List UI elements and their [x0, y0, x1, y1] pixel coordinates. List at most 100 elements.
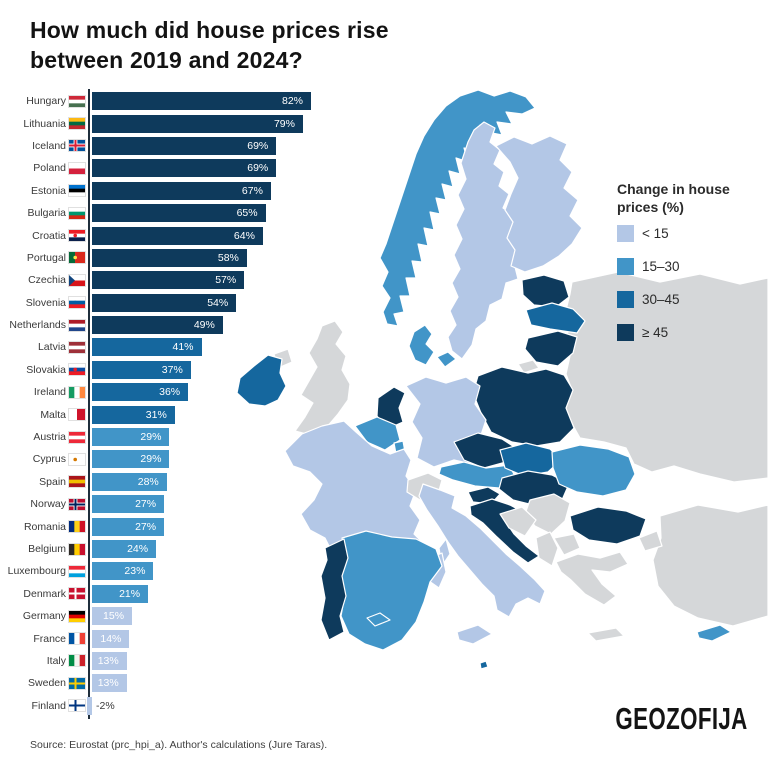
- value-bar: [92, 271, 245, 290]
- flag-poland-icon: [68, 161, 86, 175]
- map-region-latvia: [525, 302, 586, 334]
- bar-track: 21%: [90, 583, 334, 605]
- country-label: Spain: [39, 475, 66, 488]
- country-label: Denmark: [23, 587, 66, 600]
- bar-track: 29%: [90, 426, 334, 448]
- country-label: Cyprus: [32, 453, 66, 466]
- flag-austria-icon: [68, 430, 86, 444]
- flag-france-icon: [68, 632, 86, 646]
- legend-swatch-lt15: [617, 225, 634, 243]
- map-region-ireland: [236, 354, 287, 407]
- map-region-bosnia: [499, 506, 537, 537]
- value-bar: [92, 629, 130, 648]
- value-bar: [92, 428, 170, 447]
- flag-luxembourg-icon: [68, 564, 86, 578]
- flag-slovakia-icon: [68, 363, 86, 377]
- value-label: 41%: [172, 341, 194, 354]
- value-label: 79%: [273, 117, 295, 130]
- value-label: 27%: [135, 498, 157, 511]
- value-label: 54%: [207, 296, 229, 309]
- value-label: 29%: [140, 431, 162, 444]
- chart-axis-line: [88, 89, 90, 719]
- bar-row-france: France 14%: [4, 627, 334, 649]
- legend-label: < 15: [642, 226, 669, 242]
- country-label: Slovakia: [26, 363, 66, 376]
- value-label: 31%: [145, 408, 167, 421]
- flag-ireland-icon: [68, 385, 86, 399]
- legend-title-line-1: Change in house: [617, 181, 730, 197]
- bar-track: 14%: [90, 627, 334, 649]
- map-region-finland: [495, 135, 583, 273]
- flag-slovenia-icon: [68, 296, 86, 310]
- bar-row-slovakia: Slovakia 37%: [4, 359, 334, 381]
- map-region-portugal: [320, 538, 349, 641]
- value-label: 13%: [97, 677, 119, 690]
- value-bar: [92, 562, 154, 581]
- map-region-spain: [340, 530, 443, 651]
- country-label: Ireland: [33, 386, 66, 399]
- country-label: Slovenia: [25, 296, 66, 309]
- country-label: Norway: [30, 498, 66, 511]
- value-label: 13%: [97, 654, 119, 667]
- bar-row-sweden: Sweden 13%: [4, 672, 334, 694]
- value-label: 36%: [159, 386, 181, 399]
- bar-row-portugal: Portugal 58%: [4, 247, 334, 269]
- bar-track: 36%: [90, 381, 334, 403]
- bar-rows: Hungary 82% Lithuania 79% Iceland 69% Poland 69…: [4, 90, 334, 717]
- flag-czechia-icon: [68, 273, 86, 287]
- map-region-turkey-eu: [638, 530, 663, 552]
- map-region-poland: [472, 366, 575, 447]
- bar-track: 69%: [90, 157, 334, 179]
- bar-row-norway: Norway 27%: [4, 493, 334, 515]
- map-region-turkey: [652, 504, 768, 627]
- country-label: Luxembourg: [7, 565, 66, 578]
- flag-germany-icon: [68, 609, 86, 623]
- bar-track: 58%: [90, 247, 334, 269]
- map-region-crete: [587, 627, 625, 642]
- value-label: 14%: [100, 632, 122, 645]
- flag-croatia-icon: [68, 229, 86, 243]
- value-bar: [92, 248, 247, 267]
- bar-row-cyprus: Cyprus 29%: [4, 448, 334, 470]
- europe-choropleth-map: [228, 86, 768, 750]
- legend-items: < 15 15–30 30–45 ≥ 45: [617, 225, 767, 342]
- value-bar: [92, 204, 266, 223]
- bar-track: 27%: [90, 493, 334, 515]
- value-bar: [92, 517, 165, 536]
- bar-row-belgium: Belgium 24%: [4, 538, 334, 560]
- bar-row-estonia: Estonia 67%: [4, 180, 334, 202]
- flag-spain-icon: [68, 475, 86, 489]
- value-label: 37%: [161, 363, 183, 376]
- flag-belgium-icon: [68, 542, 86, 556]
- country-label: Malta: [40, 408, 66, 421]
- value-label: 15%: [103, 610, 125, 623]
- map-region-italy: [418, 483, 546, 618]
- bar-row-czechia: Czechia 57%: [4, 269, 334, 291]
- bar-track: 57%: [90, 269, 334, 291]
- map-region-north-macedonia: [553, 533, 581, 556]
- value-label: 67%: [241, 184, 263, 197]
- value-bar: [92, 92, 311, 111]
- bar-track: 37%: [90, 359, 334, 381]
- map-region-sweden: [447, 121, 537, 360]
- value-bar: [92, 584, 149, 603]
- legend-item-lt15: < 15: [617, 225, 767, 243]
- map-region-baleares: [366, 612, 391, 627]
- country-label: France: [33, 632, 66, 645]
- map-region-denmark: [408, 324, 435, 366]
- country-label: Poland: [33, 162, 66, 175]
- flag-finland-icon: [68, 699, 86, 713]
- value-label: 21%: [119, 587, 141, 600]
- europe-map-svg: [236, 89, 768, 670]
- value-label: 65%: [236, 207, 258, 220]
- map-region-albania: [535, 531, 559, 567]
- bar-row-italy: Italy 13%: [4, 650, 334, 672]
- bar-row-romania: Romania 27%: [4, 515, 334, 537]
- value-label: 58%: [217, 251, 239, 264]
- bar-row-hungary: Hungary 82%: [4, 90, 334, 112]
- bar-row-croatia: Croatia 64%: [4, 224, 334, 246]
- bar-row-ireland: Ireland 36%: [4, 381, 334, 403]
- value-bar: [92, 159, 277, 178]
- value-bar: [92, 472, 167, 491]
- value-label: 49%: [193, 319, 215, 332]
